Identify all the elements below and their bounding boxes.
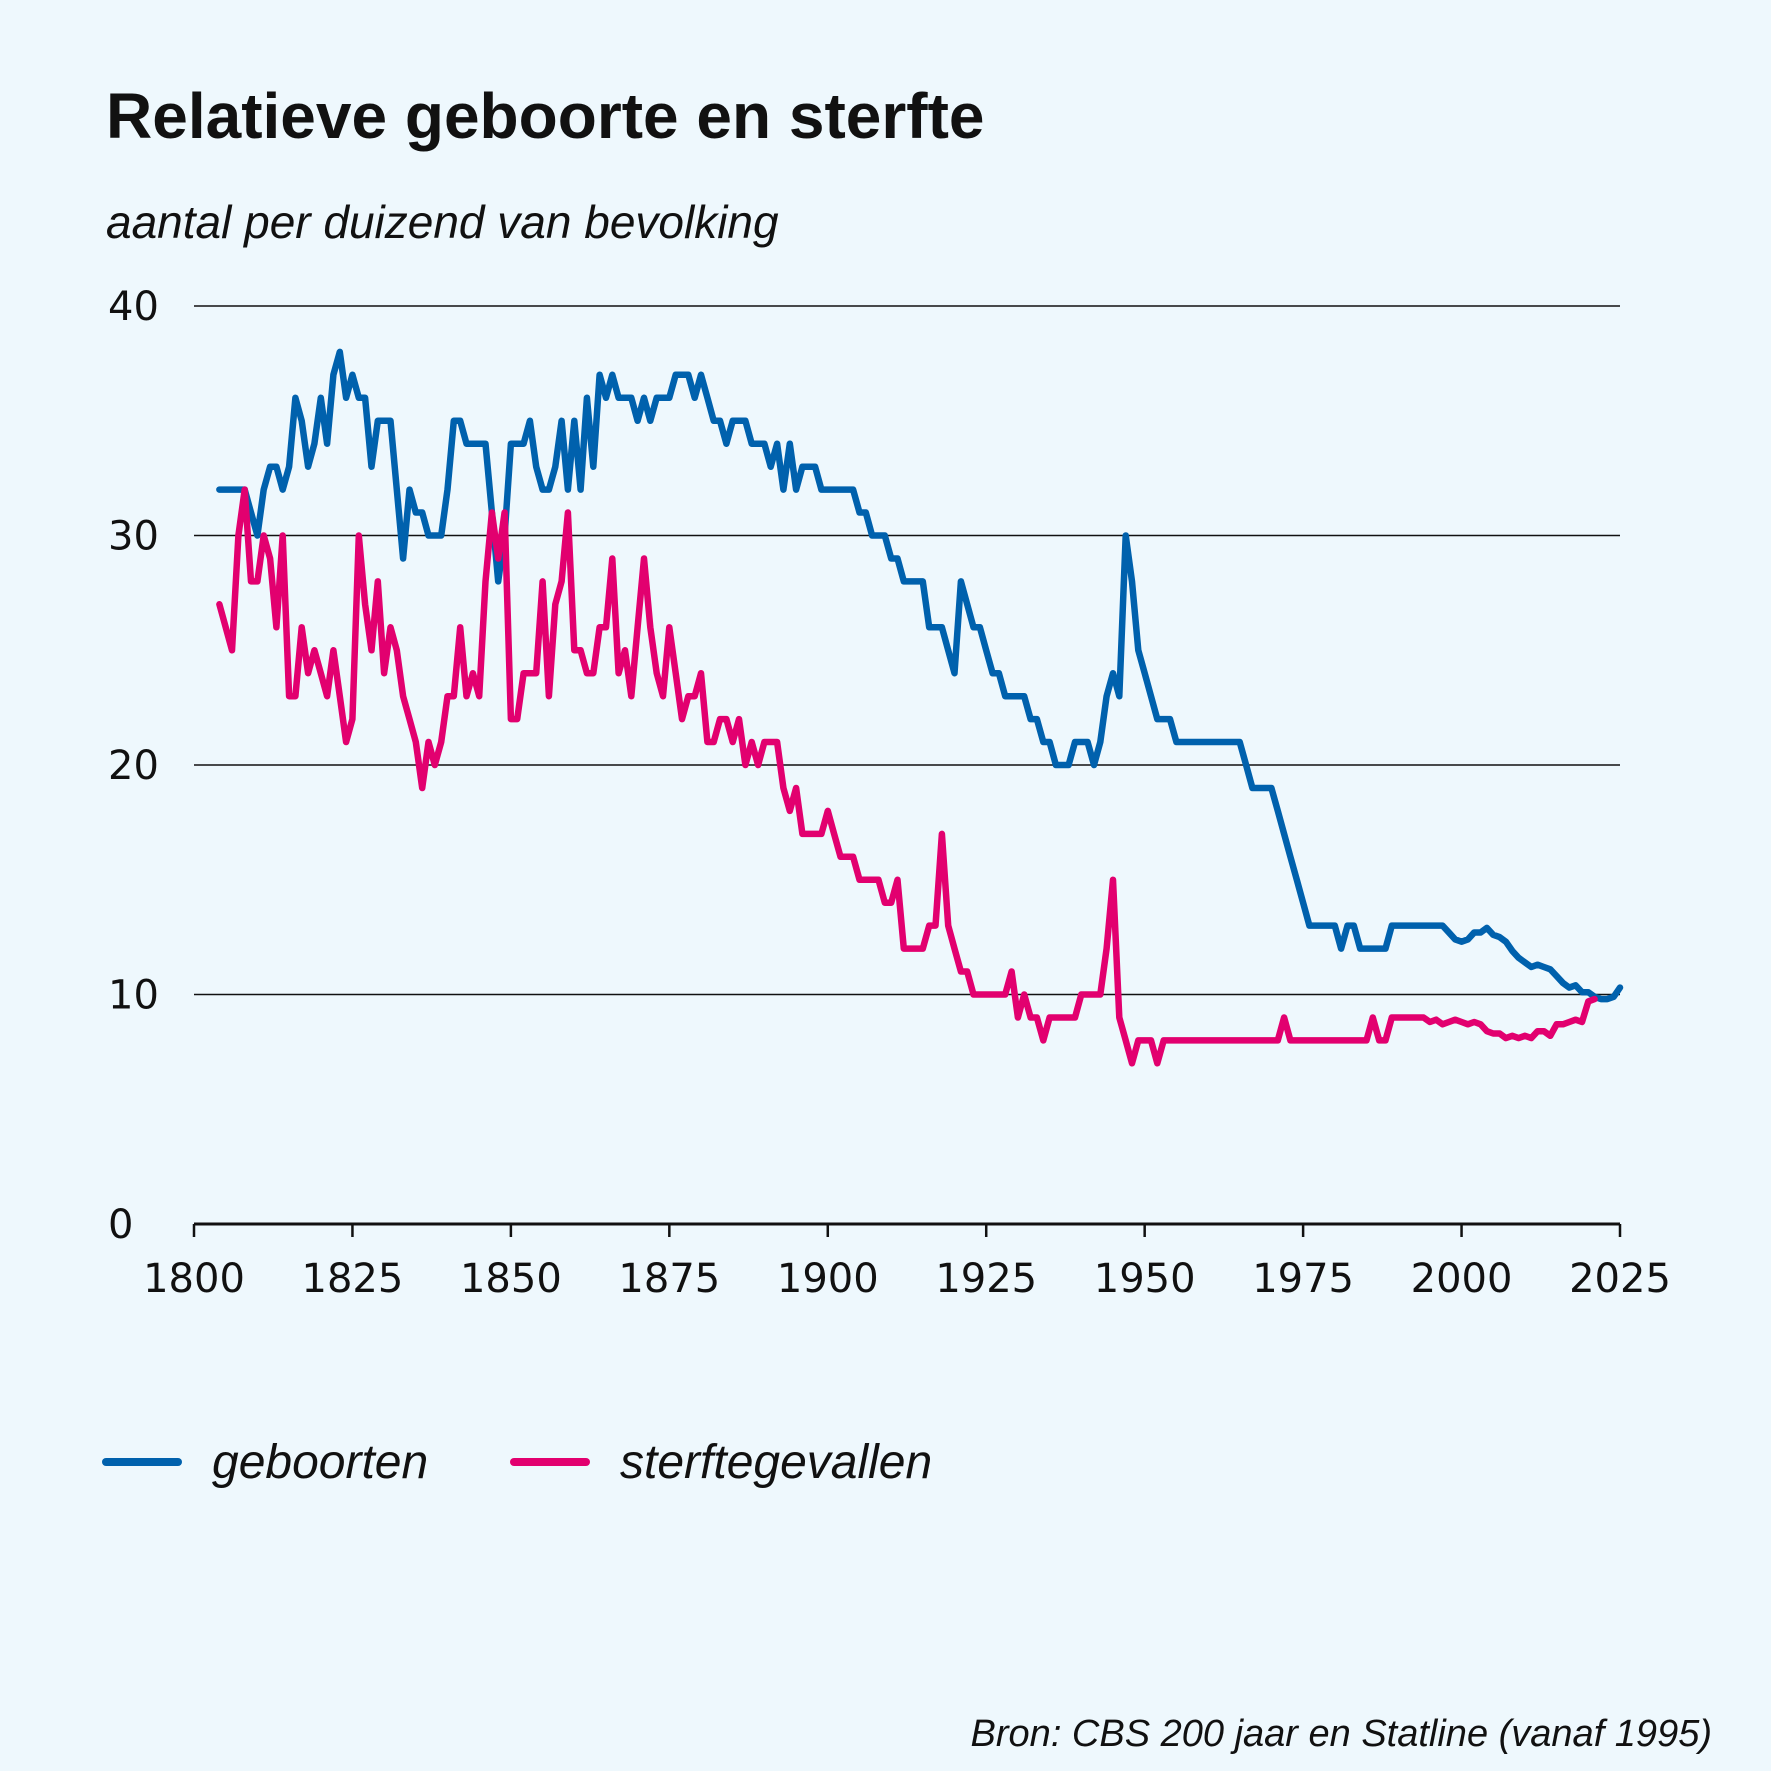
- x-tick-label: 1950: [1094, 1256, 1196, 1302]
- series-lines: [216, 348, 1624, 1067]
- legend: geboorten sterftegevallen: [102, 1436, 932, 1489]
- y-tick-label: 20: [108, 743, 159, 789]
- x-tick-label: 1825: [302, 1256, 404, 1302]
- series-line-sterftegevallen: [216, 486, 1598, 1067]
- x-tick-label: 1800: [143, 1256, 245, 1302]
- legend-label-sterftegevallen: sterftegevallen: [620, 1436, 932, 1489]
- x-axis: 1800 1825 1850 1875 1900 1925 1950 1975 2000 2025: [143, 1222, 1671, 1302]
- y-tick-label: 0: [108, 1202, 133, 1248]
- source-note: Bron: CBS 200 jaar en Statline (vanaf 19…: [971, 1713, 1712, 1755]
- y-tick-label: 40: [108, 284, 159, 330]
- chart-title: Relatieve geboorte en sterfte: [106, 80, 985, 152]
- x-tick-label: 2025: [1569, 1256, 1671, 1302]
- y-tick-label: 10: [108, 973, 159, 1019]
- x-tick-label: 1850: [460, 1256, 562, 1302]
- x-tick-label: 2000: [1411, 1256, 1513, 1302]
- x-tick-label: 1975: [1252, 1256, 1354, 1302]
- x-tick-label: 1900: [777, 1256, 879, 1302]
- x-tick-label: 1925: [935, 1256, 1037, 1302]
- x-tick-label: 1875: [618, 1256, 720, 1302]
- series-line-geboorten: [216, 348, 1624, 1003]
- legend-label-geboorten: geboorten: [212, 1436, 428, 1489]
- y-tick-label: 30: [108, 514, 159, 560]
- y-axis-ticks: 0 10 20 30 40: [108, 284, 159, 1248]
- chart-subtitle: aantal per duizend van bevolking: [106, 196, 779, 248]
